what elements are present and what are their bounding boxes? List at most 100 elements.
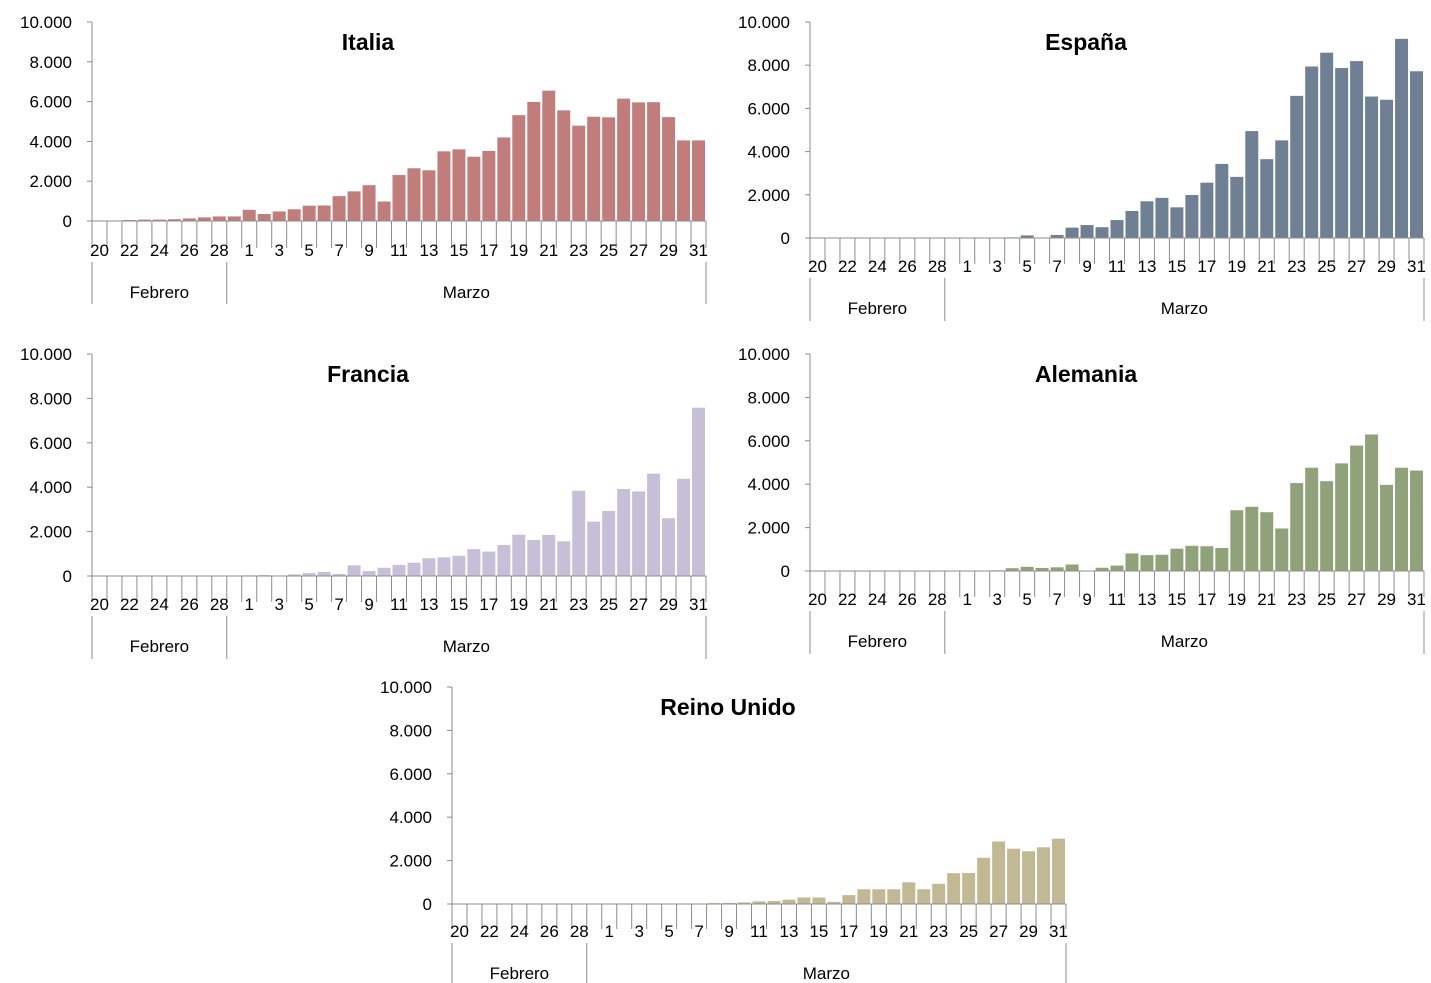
y-tick-label: 2.000 xyxy=(747,186,790,205)
chart-title: Reino Unido xyxy=(660,694,795,720)
y-tick-label: 2.000 xyxy=(747,519,790,538)
x-tick-label: 19 xyxy=(1227,257,1246,276)
y-tick-label: 4.000 xyxy=(29,132,72,151)
x-tick-label: 22 xyxy=(480,922,499,941)
bar xyxy=(1080,225,1094,238)
x-tick-label: 28 xyxy=(210,595,229,614)
x-tick-label: 3 xyxy=(992,590,1001,609)
x-tick-label: 25 xyxy=(1317,590,1336,609)
bar xyxy=(1020,235,1034,238)
x-tick-label: 23 xyxy=(1287,257,1306,276)
bar xyxy=(1022,851,1036,904)
bar xyxy=(962,872,976,904)
month-label: Febrero xyxy=(130,637,190,656)
x-tick-label: 25 xyxy=(959,922,978,941)
x-tick-label: 24 xyxy=(868,590,887,609)
bar xyxy=(317,572,331,576)
bar xyxy=(167,219,181,221)
x-tick-label: 20 xyxy=(90,241,109,260)
y-tick-label: 4.000 xyxy=(747,475,790,494)
bar xyxy=(572,125,586,221)
y-tick-label: 0 xyxy=(63,567,72,586)
x-tick-label: 23 xyxy=(569,595,588,614)
month-label: Marzo xyxy=(443,637,490,656)
bar xyxy=(287,574,301,576)
x-tick-label: 29 xyxy=(659,595,678,614)
x-tick-label: 19 xyxy=(509,595,528,614)
bar xyxy=(497,544,511,576)
bar xyxy=(722,902,736,904)
x-tick-label: 9 xyxy=(1082,257,1091,276)
x-tick-label: 27 xyxy=(1347,590,1366,609)
x-tick-label: 1 xyxy=(963,257,972,276)
y-tick-label: 10.000 xyxy=(738,13,790,32)
x-tick-label: 9 xyxy=(364,241,373,260)
bar xyxy=(902,882,916,904)
bar xyxy=(1245,506,1259,571)
x-tick-label: 19 xyxy=(509,241,528,260)
x-tick-label: 28 xyxy=(570,922,589,941)
bar xyxy=(212,216,226,221)
bar xyxy=(1305,467,1319,571)
bar xyxy=(1140,555,1154,571)
y-tick-label: 8.000 xyxy=(747,388,790,407)
bar xyxy=(1065,564,1079,571)
bar xyxy=(1125,211,1139,238)
bar xyxy=(527,101,541,221)
bar xyxy=(632,102,646,221)
bar xyxy=(407,168,421,221)
x-tick-label: 7 xyxy=(1052,590,1061,609)
bar xyxy=(1095,227,1109,238)
bar xyxy=(362,571,376,576)
bar xyxy=(422,170,436,221)
bar xyxy=(1200,182,1214,238)
bar xyxy=(227,216,241,221)
x-tick-label: 29 xyxy=(659,241,678,260)
x-tick-label: 31 xyxy=(1407,257,1426,276)
bar xyxy=(182,218,196,221)
bar xyxy=(1260,512,1274,571)
bar xyxy=(347,565,361,576)
bar xyxy=(332,574,346,576)
bar xyxy=(767,900,781,904)
bar xyxy=(647,473,661,576)
bar xyxy=(1110,565,1124,571)
bar xyxy=(1395,38,1409,239)
x-tick-label: 28 xyxy=(210,241,229,260)
bar xyxy=(1290,95,1304,238)
bar xyxy=(1052,838,1065,904)
bar xyxy=(482,150,496,221)
x-tick-label: 11 xyxy=(390,595,408,614)
x-tick-label: 13 xyxy=(1137,590,1156,609)
chart-title: España xyxy=(1045,29,1127,55)
y-tick-label: 4.000 xyxy=(389,808,432,827)
x-tick-label: 31 xyxy=(1407,590,1426,609)
x-tick-label: 24 xyxy=(150,595,169,614)
bar xyxy=(1050,567,1064,571)
bar xyxy=(392,175,406,221)
bar xyxy=(1410,71,1423,238)
bar xyxy=(1050,234,1064,238)
y-tick-label: 2.000 xyxy=(29,172,72,191)
x-tick-label: 24 xyxy=(150,241,169,260)
bar xyxy=(932,883,946,904)
bar xyxy=(137,219,151,221)
x-tick-label: 15 xyxy=(449,595,468,614)
x-tick-label: 5 xyxy=(664,922,673,941)
bar xyxy=(377,567,391,576)
y-tick-label: 0 xyxy=(781,562,790,581)
bar xyxy=(842,895,856,904)
y-tick-label: 4.000 xyxy=(747,143,790,162)
x-tick-label: 9 xyxy=(724,922,733,941)
bar xyxy=(302,205,316,221)
x-tick-label: 20 xyxy=(450,922,469,941)
bar xyxy=(1185,545,1199,571)
x-tick-label: 27 xyxy=(629,241,648,260)
y-tick-label: 10.000 xyxy=(20,13,72,32)
bar xyxy=(1275,528,1289,571)
x-tick-label: 5 xyxy=(1022,590,1031,609)
bar xyxy=(782,899,796,904)
